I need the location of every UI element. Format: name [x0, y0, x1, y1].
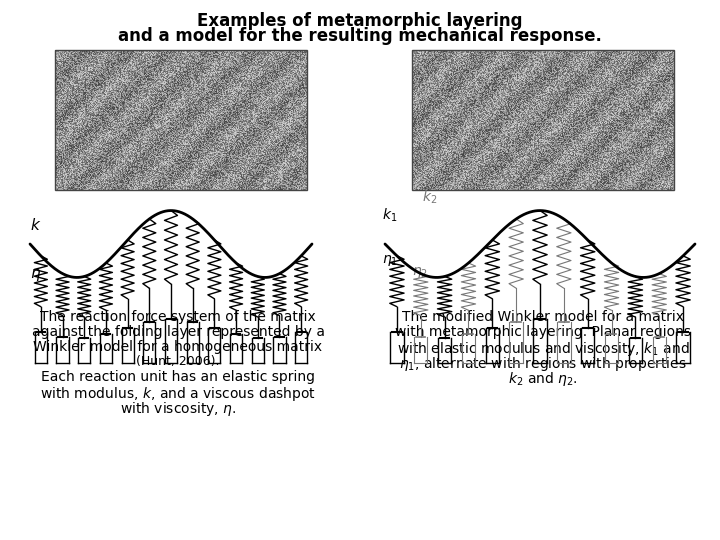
Text: $k_2$: $k_2$ [423, 188, 438, 206]
Text: with viscosity, $\eta$.: with viscosity, $\eta$. [120, 400, 236, 418]
Text: with elastic modulus and viscosity, $k_1$ and: with elastic modulus and viscosity, $k_1… [397, 340, 689, 358]
Text: Examples of metamorphic layering: Examples of metamorphic layering [197, 12, 523, 30]
Text: Winkler model for a homogeneous matrix: Winkler model for a homogeneous matrix [33, 340, 323, 354]
Text: against the folding layer represented by a: against the folding layer represented by… [32, 325, 325, 339]
Text: with modulus, $k$, and a viscous dashpot: with modulus, $k$, and a viscous dashpot [40, 385, 316, 403]
Text: $\eta_1$: $\eta_1$ [382, 253, 398, 267]
Text: $\eta_1$, alternate with regions with properties: $\eta_1$, alternate with regions with pr… [399, 355, 687, 373]
Text: The modified Winkler model for a matrix: The modified Winkler model for a matrix [402, 310, 684, 324]
Bar [412, 50, 674, 190]
Text: $\eta$: $\eta$ [30, 267, 42, 283]
Text: and a model for the resulting mechanical response.: and a model for the resulting mechanical… [118, 27, 602, 45]
Bar [55, 50, 307, 190]
Text: $k_2$ and $\eta_2$.: $k_2$ and $\eta_2$. [508, 370, 578, 388]
Text: with metamorphic layering. Planar regions: with metamorphic layering. Planar region… [395, 325, 691, 339]
Text: $k$: $k$ [30, 217, 42, 233]
Text: (Hunt, 2006).: (Hunt, 2006). [136, 355, 220, 368]
Text: The reaction force system of the matrix: The reaction force system of the matrix [40, 310, 316, 324]
Text: Each reaction unit has an elastic spring: Each reaction unit has an elastic spring [41, 370, 315, 384]
Text: $\eta_2$: $\eta_2$ [412, 265, 428, 280]
Text: $k_1$: $k_1$ [382, 206, 397, 224]
